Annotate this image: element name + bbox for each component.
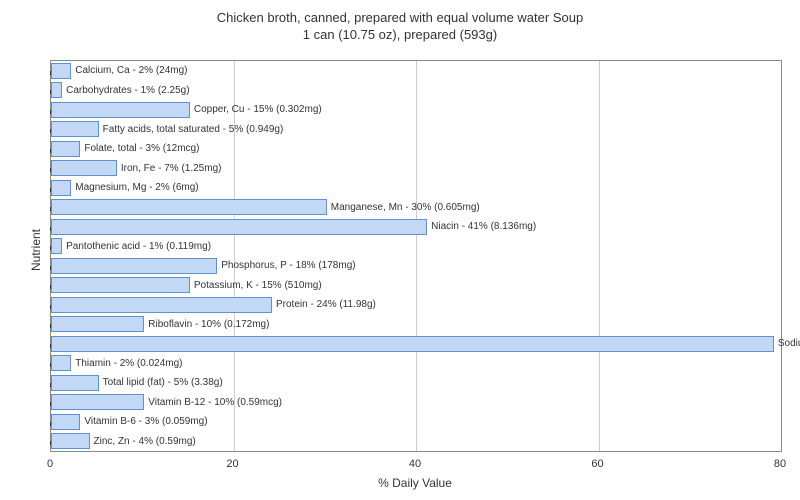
bar-row: Fatty acids, total saturated - 5% (0.949…	[51, 120, 283, 138]
y-tick-mark	[50, 246, 51, 250]
chart-title: Chicken broth, canned, prepared with equ…	[0, 0, 800, 44]
nutrient-bar	[51, 277, 190, 293]
x-tick-label: 20	[226, 458, 238, 470]
y-tick-mark	[50, 149, 51, 153]
nutrient-bar	[51, 355, 71, 371]
bar-label: Carbohydrates - 1% (2.25g)	[66, 85, 189, 96]
bar-row: Thiamin - 2% (0.024mg)	[51, 354, 183, 372]
nutrient-bar	[51, 121, 99, 137]
nutrient-bar	[51, 433, 90, 449]
bar-label: Protein - 24% (11.98g)	[276, 299, 376, 310]
nutrient-bar	[51, 238, 62, 254]
x-tick-label: 40	[409, 458, 421, 470]
x-tick-label: 0	[47, 458, 53, 470]
nutrient-bar	[51, 336, 774, 352]
bar-row: Riboflavin - 10% (0.172mg)	[51, 315, 269, 333]
y-tick-mark	[50, 207, 51, 211]
bar-row: Vitamin B-12 - 10% (0.59mcg)	[51, 393, 282, 411]
y-tick-mark	[50, 71, 51, 75]
nutrient-bar	[51, 82, 62, 98]
y-tick-mark	[50, 363, 51, 367]
y-tick-mark	[50, 402, 51, 406]
bar-row: Magnesium, Mg - 2% (6mg)	[51, 179, 199, 197]
nutrient-bar	[51, 199, 327, 215]
bar-row: Niacin - 41% (8.136mg)	[51, 218, 536, 236]
gridline	[416, 61, 417, 451]
y-tick-mark	[50, 285, 51, 289]
y-tick-mark	[50, 422, 51, 426]
bar-label: Folate, total - 3% (12mcg)	[84, 143, 199, 154]
bar-label: Phosphorus, P - 18% (178mg)	[221, 260, 355, 271]
bar-label: Riboflavin - 10% (0.172mg)	[148, 319, 269, 330]
bar-label: Manganese, Mn - 30% (0.605mg)	[331, 202, 480, 213]
bar-row: Carbohydrates - 1% (2.25g)	[51, 81, 190, 99]
bar-label: Calcium, Ca - 2% (24mg)	[75, 65, 187, 76]
y-tick-mark	[50, 168, 51, 172]
title-line-2: 1 can (10.75 oz), prepared (593g)	[303, 27, 497, 42]
y-tick-mark	[50, 227, 51, 231]
bar-label: Vitamin B-6 - 3% (0.059mg)	[84, 416, 207, 427]
y-tick-mark	[50, 344, 51, 348]
y-tick-mark	[50, 324, 51, 328]
nutrient-bar	[51, 375, 99, 391]
y-tick-mark	[50, 305, 51, 309]
bar-label: Total lipid (fat) - 5% (3.38g)	[103, 377, 223, 388]
y-tick-mark	[50, 110, 51, 114]
bar-label: Pantothenic acid - 1% (0.119mg)	[66, 241, 211, 252]
bar-row: Sodium, Na - 79% (1886mg)	[51, 335, 800, 353]
bar-row: Phosphorus, P - 18% (178mg)	[51, 257, 356, 275]
bar-row: Pantothenic acid - 1% (0.119mg)	[51, 237, 211, 255]
title-line-1: Chicken broth, canned, prepared with equ…	[217, 10, 583, 25]
nutrient-bar	[51, 219, 427, 235]
nutrient-bar	[51, 414, 80, 430]
y-tick-mark	[50, 188, 51, 192]
bar-row: Folate, total - 3% (12mcg)	[51, 140, 199, 158]
bar-row: Total lipid (fat) - 5% (3.38g)	[51, 374, 223, 392]
bar-row: Copper, Cu - 15% (0.302mg)	[51, 101, 322, 119]
nutrient-bar	[51, 160, 117, 176]
bar-row: Zinc, Zn - 4% (0.59mg)	[51, 432, 196, 450]
y-tick-mark	[50, 383, 51, 387]
bar-label: Niacin - 41% (8.136mg)	[431, 221, 536, 232]
bar-row: Vitamin B-6 - 3% (0.059mg)	[51, 413, 208, 431]
nutrient-bar	[51, 258, 217, 274]
x-axis-label: % Daily Value	[50, 476, 780, 490]
y-axis-label: Nutrient	[29, 229, 43, 271]
bar-label: Fatty acids, total saturated - 5% (0.949…	[103, 124, 284, 135]
y-tick-mark	[50, 129, 51, 133]
x-tick-label: 80	[774, 458, 786, 470]
bar-label: Zinc, Zn - 4% (0.59mg)	[94, 436, 196, 447]
bar-label: Sodium, Na - 79% (1886mg)	[778, 338, 800, 349]
nutrient-bar	[51, 297, 272, 313]
bar-label: Iron, Fe - 7% (1.25mg)	[121, 163, 222, 174]
nutrient-bar	[51, 394, 144, 410]
nutrient-bar	[51, 316, 144, 332]
nutrient-bar	[51, 141, 80, 157]
y-tick-mark	[50, 441, 51, 445]
nutrient-chart: Chicken broth, canned, prepared with equ…	[0, 0, 800, 500]
bar-row: Potassium, K - 15% (510mg)	[51, 276, 322, 294]
bar-label: Potassium, K - 15% (510mg)	[194, 280, 322, 291]
bar-row: Calcium, Ca - 2% (24mg)	[51, 62, 188, 80]
y-tick-mark	[50, 266, 51, 270]
y-tick-mark	[50, 90, 51, 94]
bar-label: Vitamin B-12 - 10% (0.59mcg)	[148, 397, 282, 408]
nutrient-bar	[51, 180, 71, 196]
gridline	[599, 61, 600, 451]
plot-area: Calcium, Ca - 2% (24mg) Carbohydrates - 1…	[50, 60, 782, 452]
bar-label: Thiamin - 2% (0.024mg)	[75, 358, 182, 369]
bar-row: Protein - 24% (11.98g)	[51, 296, 376, 314]
x-tick-label: 60	[591, 458, 603, 470]
bar-label: Magnesium, Mg - 2% (6mg)	[75, 182, 198, 193]
bar-row: Iron, Fe - 7% (1.25mg)	[51, 159, 221, 177]
bar-label: Copper, Cu - 15% (0.302mg)	[194, 104, 322, 115]
nutrient-bar	[51, 63, 71, 79]
nutrient-bar	[51, 102, 190, 118]
bar-row: Manganese, Mn - 30% (0.605mg)	[51, 198, 480, 216]
